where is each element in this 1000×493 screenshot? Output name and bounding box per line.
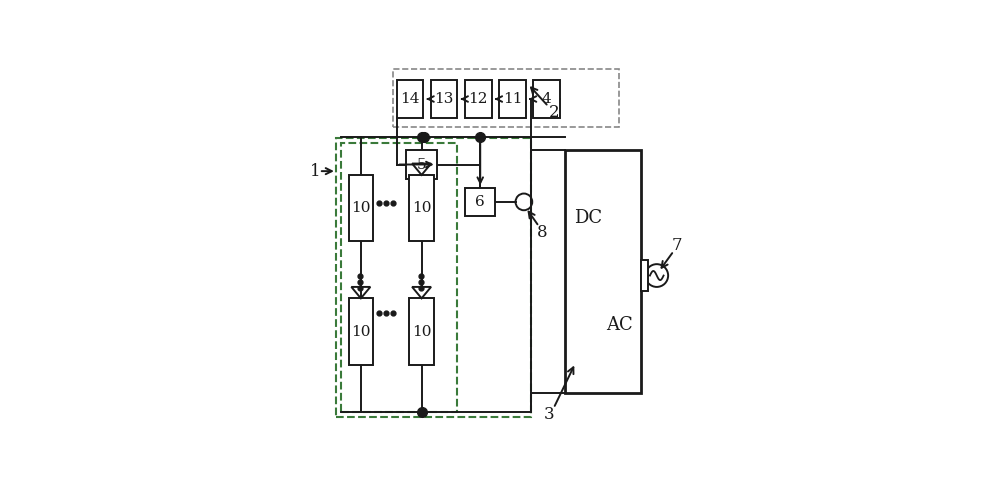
Text: 6: 6 [475,195,485,209]
Bar [409,175,434,242]
Text: 8: 8 [537,224,547,241]
Text: 13: 13 [434,92,454,106]
Bar [409,298,434,365]
Bar [349,175,373,242]
Bar [431,80,457,118]
Bar [465,80,492,118]
Bar [406,150,437,179]
Text: 1: 1 [310,163,320,179]
Text: 12: 12 [469,92,488,106]
Bar [533,80,560,118]
Text: 10: 10 [412,324,431,339]
Text: AC: AC [606,316,633,334]
Bar [465,188,495,215]
Bar [397,80,423,118]
Bar [499,80,526,118]
Text: 11: 11 [503,92,522,106]
Bar [341,142,457,412]
Bar [336,138,531,417]
Text: 7: 7 [671,238,682,254]
Text: 10: 10 [351,201,371,215]
Text: 10: 10 [412,201,431,215]
Bar [393,69,619,128]
Text: 10: 10 [351,324,371,339]
Text: DC: DC [574,210,602,227]
Text: 5: 5 [417,157,426,172]
Bar [641,260,648,291]
Text: 3: 3 [544,406,554,423]
Text: 2: 2 [549,104,560,121]
Text: 14: 14 [400,92,420,106]
Bar [349,298,373,365]
Text: 4: 4 [542,92,552,106]
Bar [565,150,641,393]
